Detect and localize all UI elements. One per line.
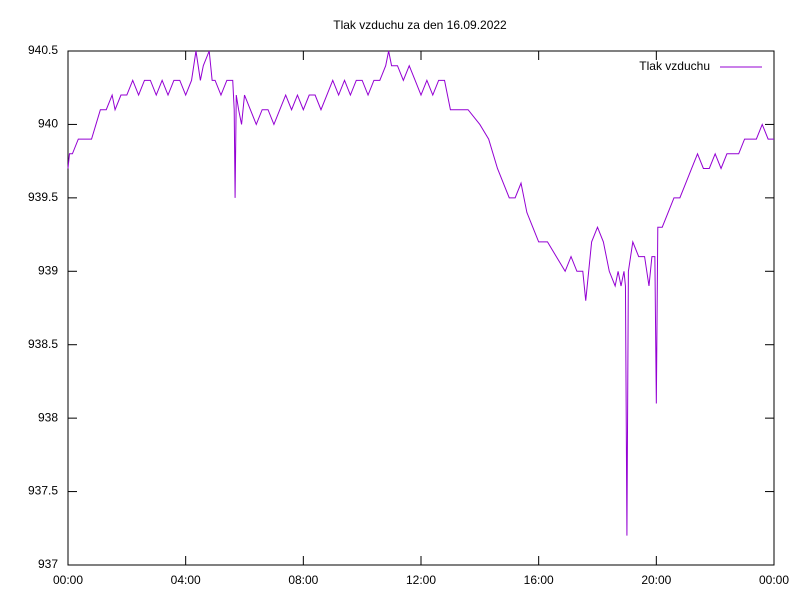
y-tick-label: 938.5 [28,337,58,351]
y-tick-label: 937.5 [28,484,58,498]
x-tick-label: 00:00 [759,573,789,587]
x-tick-label: 08:00 [288,573,318,587]
chart-title: Tlak vzduchu za den 16.09.2022 [333,18,507,32]
x-tick-label: 12:00 [406,573,436,587]
x-tick-label: 00:00 [53,573,83,587]
x-tick-label: 04:00 [171,573,201,587]
y-tick-label: 938 [38,410,58,424]
plot-frame [67,50,775,566]
y-tick-label: 939 [38,263,58,277]
x-tick-label: 16:00 [524,573,554,587]
legend-label: Tlak vzduchu [639,59,710,73]
y-tick-label: 939.5 [28,190,58,204]
y-tick-label: 937 [38,557,58,571]
data-line [67,50,774,536]
x-tick-label: 20:00 [641,573,671,587]
y-tick-label: 940 [38,117,58,131]
y-tick-label: 940.5 [28,43,58,57]
